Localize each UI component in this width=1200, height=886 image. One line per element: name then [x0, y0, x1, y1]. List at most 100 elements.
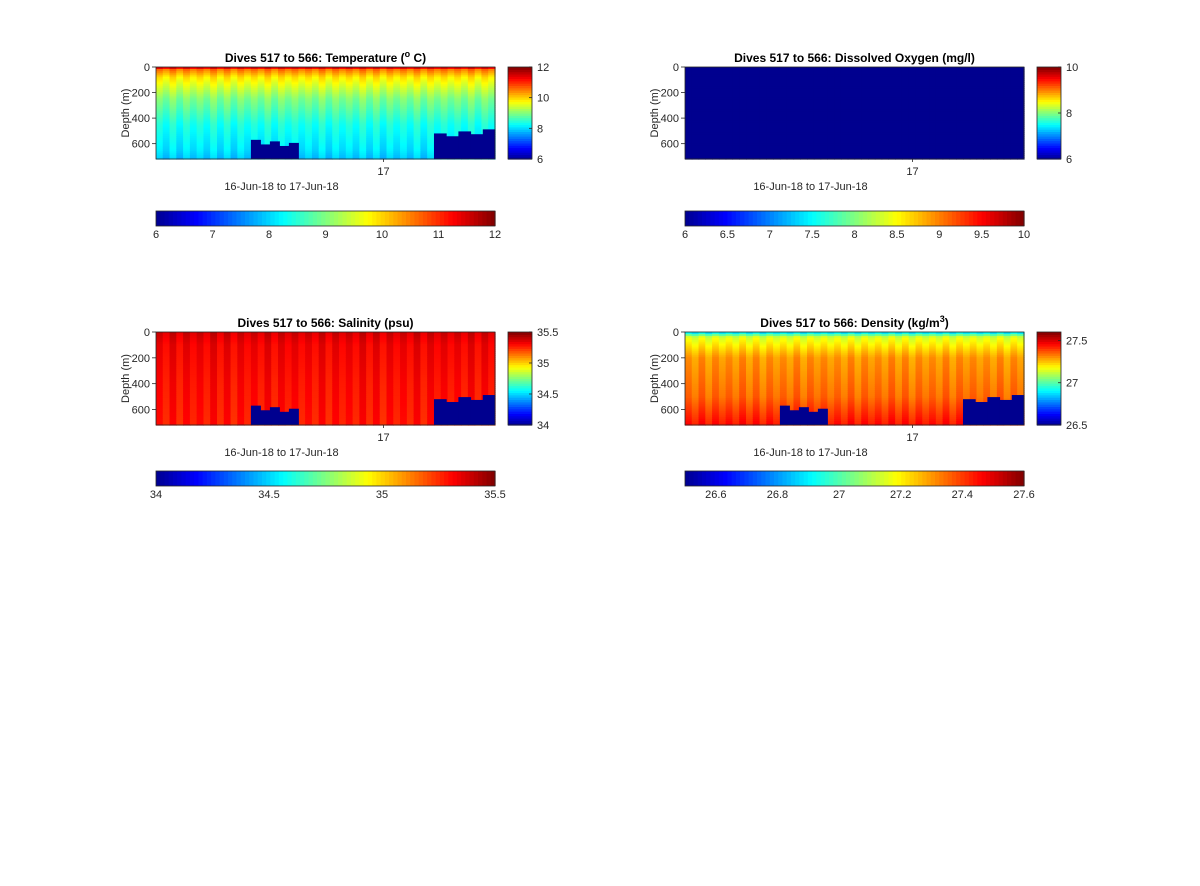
heatmap-cell — [413, 116, 422, 120]
heatmap-cell — [210, 114, 218, 118]
heatmap-cell — [922, 84, 930, 87]
heatmap-cell — [874, 124, 883, 128]
heatmap-cell — [244, 68, 252, 72]
heatmap-cell — [929, 76, 937, 80]
heatmap-cell — [406, 72, 415, 76]
heatmap-cell — [807, 147, 815, 151]
heatmap-cell — [372, 72, 381, 76]
heatmap-cell — [929, 72, 937, 76]
heatmap-cell — [800, 122, 808, 126]
heatmap-cell — [1010, 141, 1018, 145]
heatmap-cell — [691, 145, 700, 149]
heatmap-cell — [339, 103, 347, 106]
heatmap-cell — [183, 136, 191, 139]
heatmap-cell — [169, 88, 177, 91]
heatmap-cell — [223, 149, 232, 152]
heatmap-cell — [223, 145, 232, 149]
heatmap-cell — [413, 67, 422, 70]
heatmap-cell — [339, 157, 347, 160]
heatmap-cell — [386, 149, 394, 152]
heatmap-cell — [372, 76, 381, 80]
heatmap-cell — [773, 151, 781, 154]
heatmap-cell — [685, 88, 693, 91]
heatmap-cell — [718, 149, 727, 152]
heatmap-cell — [888, 82, 896, 85]
heatmap-cell — [766, 118, 774, 122]
heatmap-cell — [1010, 120, 1018, 124]
heatmap-cell — [942, 114, 951, 118]
heatmap-cell — [250, 118, 259, 122]
heatmap-cell — [264, 70, 272, 74]
heatmap-cell — [868, 153, 876, 156]
x-axis-label: 16-Jun-18 to 17-Jun-18 — [753, 181, 867, 193]
heatmap-cell — [237, 70, 245, 74]
heatmap-cell — [861, 90, 869, 93]
heatmap-cell — [210, 130, 218, 133]
heatmap-cell — [217, 109, 225, 112]
heatmap-cell — [990, 145, 998, 149]
heatmap-cell — [922, 74, 930, 78]
heatmap-cell — [983, 128, 991, 131]
heatmap-cell — [854, 78, 862, 82]
heatmap-cell — [976, 103, 984, 106]
heatmap-cell — [881, 103, 889, 106]
heatmap-cell — [976, 157, 984, 160]
heatmap-cell — [786, 145, 795, 149]
heatmap-cell — [725, 130, 734, 133]
horizontal-colorbar-segment — [325, 211, 331, 226]
heatmap-cell — [413, 68, 422, 72]
heatmap-cell — [976, 151, 984, 154]
heatmap-cell — [840, 155, 849, 158]
heatmap-cell — [406, 149, 415, 152]
heatmap-cell — [956, 97, 964, 101]
heatmap-cell — [868, 147, 876, 151]
heatmap-cell — [712, 124, 720, 128]
heatmap-cell — [807, 101, 815, 105]
heatmap-cell — [786, 114, 795, 118]
heatmap-cell — [352, 78, 360, 82]
heatmap-cell — [746, 86, 754, 89]
heatmap-cell — [352, 70, 360, 74]
heatmap-cell — [359, 139, 367, 143]
heatmap-cell — [386, 101, 394, 105]
heatmap-cell — [244, 145, 252, 149]
heatmap-cell — [759, 107, 767, 110]
heatmap-cell — [230, 147, 238, 151]
heatmap-cell — [691, 132, 700, 135]
heatmap-cell — [318, 97, 327, 101]
heatmap-cell — [420, 132, 428, 135]
heatmap-cell — [298, 101, 306, 105]
heatmap-cell — [759, 151, 767, 154]
heatmap-cell — [461, 95, 469, 99]
heatmap-cell — [427, 67, 435, 70]
heatmap-cell — [759, 137, 767, 141]
heatmap-cell — [949, 124, 957, 128]
heatmap-cell — [718, 118, 727, 122]
heatmap-cell — [379, 84, 388, 87]
horizontal-colorbar-segment — [232, 211, 238, 226]
heatmap-cell — [359, 128, 367, 131]
heatmap-cell — [189, 155, 198, 158]
heatmap-cell — [406, 151, 415, 154]
heatmap-cell — [413, 91, 422, 95]
heatmap-cell — [766, 128, 774, 131]
heatmap-cell — [1017, 116, 1025, 120]
heatmap-cell — [725, 147, 734, 151]
heatmap-cell — [956, 157, 964, 160]
heatmap-cell — [956, 134, 964, 137]
heatmap-cell — [223, 99, 232, 103]
heatmap-cell — [318, 145, 327, 149]
heatmap-cell — [474, 122, 483, 126]
heatmap-cell — [237, 93, 245, 97]
seafloor-block — [250, 139, 261, 159]
heatmap-cell — [298, 153, 306, 156]
heatmap-cell — [257, 109, 266, 112]
heatmap-cell — [718, 109, 727, 112]
heatmap-cell — [257, 136, 266, 139]
heatmap-cell — [942, 111, 951, 114]
heatmap-cell — [752, 82, 761, 85]
heatmap-cell — [379, 67, 388, 70]
heatmap-cell — [176, 157, 184, 160]
heatmap-cell — [868, 141, 876, 145]
heatmap-cell — [915, 95, 923, 99]
